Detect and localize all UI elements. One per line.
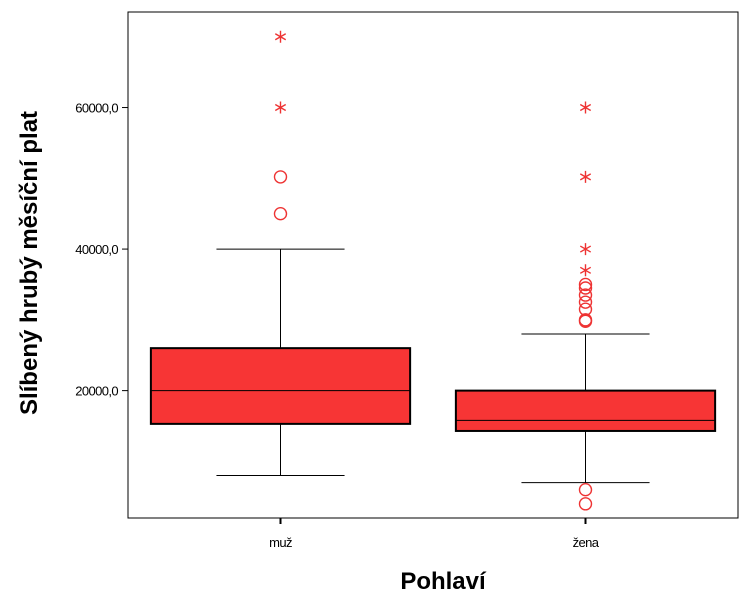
extreme-point <box>579 101 592 114</box>
outlier-point <box>578 313 593 327</box>
extreme-point <box>579 170 592 183</box>
box-iqr <box>454 389 717 432</box>
x-tick-label: žena <box>573 535 600 550</box>
outlier-point <box>578 281 593 295</box>
outlier-point <box>578 482 593 497</box>
outlier-point <box>578 277 593 292</box>
outlier-point <box>273 170 288 184</box>
box-iqr <box>149 347 412 425</box>
x-axis: muž žena <box>269 518 600 550</box>
extreme-point <box>274 101 287 114</box>
y-tick-label: 20000,0 <box>75 384 118 399</box>
extreme-point <box>274 30 287 43</box>
y-tick-label: 60000,0 <box>75 101 118 116</box>
x-axis-title: Pohlaví <box>400 568 487 595</box>
plot-frame <box>127 11 739 519</box>
box-2 <box>454 101 717 511</box>
y-axis-title: Slíbený hrubý měsíční plat <box>16 111 43 415</box>
box-1 <box>149 30 412 477</box>
boxes-group <box>149 30 717 511</box>
extreme-point <box>579 243 592 256</box>
y-tick-label: 40000,0 <box>75 242 118 257</box>
outlier-point <box>578 295 593 309</box>
extreme-point <box>579 264 592 277</box>
outlier-point <box>273 206 288 221</box>
outlier-point <box>578 302 593 316</box>
x-tick-label: muž <box>269 535 292 550</box>
y-axis: 20000,0 40000,0 60000,0 <box>75 101 128 399</box>
outlier-point <box>578 288 593 302</box>
outlier-point <box>578 497 593 511</box>
